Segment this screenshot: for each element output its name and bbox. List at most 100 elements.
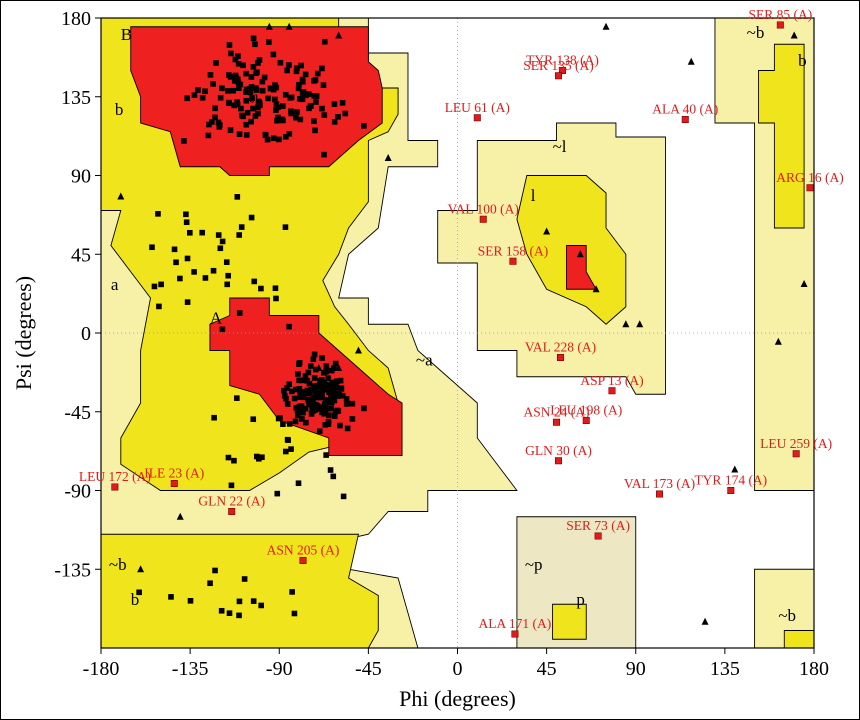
residue-point xyxy=(261,74,268,81)
residue-point xyxy=(325,405,332,412)
residue-point xyxy=(226,42,233,48)
residue-point xyxy=(306,389,313,396)
residue-point xyxy=(171,246,178,253)
outlier-point xyxy=(727,486,735,494)
residue-point xyxy=(291,610,298,617)
glycine-point xyxy=(176,512,184,520)
y-tick-label: 45 xyxy=(71,244,91,266)
residue-point xyxy=(314,70,321,77)
residue-point xyxy=(317,383,324,389)
residue-point xyxy=(319,65,325,72)
outlier-point xyxy=(594,532,602,540)
residue-point xyxy=(227,74,234,80)
residue-point xyxy=(344,425,351,432)
residue-point xyxy=(291,395,298,402)
glycine-point xyxy=(285,22,293,30)
residue-point xyxy=(248,214,255,221)
residue-point xyxy=(232,56,239,63)
residue-point xyxy=(231,78,238,84)
residue-point xyxy=(216,124,223,130)
outlier-label: SER 73 (A) xyxy=(566,518,630,533)
residue-point xyxy=(337,422,343,429)
residue-point xyxy=(236,598,243,605)
residue-point xyxy=(343,401,350,407)
residue-point xyxy=(281,393,288,399)
residue-point xyxy=(236,612,242,619)
residue-point xyxy=(218,607,225,614)
residue-point xyxy=(173,259,179,266)
y-tick-label: -45 xyxy=(64,402,91,424)
region-label: ~a xyxy=(416,350,433,369)
residue-point xyxy=(233,74,240,81)
residue-point xyxy=(298,62,304,69)
residue-point xyxy=(266,39,272,45)
residue-point xyxy=(257,102,263,109)
outlier-label: SER 135 (A) xyxy=(523,58,594,73)
residue-point xyxy=(312,127,318,134)
residue-point xyxy=(243,97,250,104)
residue-point xyxy=(273,107,279,113)
residue-point xyxy=(282,224,289,230)
outlier-point xyxy=(555,457,563,465)
glycine-point xyxy=(774,337,782,345)
outlier-point xyxy=(558,67,566,75)
residue-point xyxy=(195,87,201,93)
residue-point xyxy=(311,93,318,99)
glycine-point xyxy=(602,22,610,30)
residue-point xyxy=(272,285,279,292)
residue-point xyxy=(231,102,238,109)
residue-point xyxy=(236,131,243,138)
residue-point xyxy=(361,123,367,129)
residue-point xyxy=(273,295,279,302)
residue-point xyxy=(308,411,315,417)
region-label: ~b xyxy=(747,23,765,42)
residue-point xyxy=(302,373,309,379)
residue-point xyxy=(262,132,269,139)
residue-point xyxy=(253,70,259,77)
residue-point xyxy=(321,151,327,158)
outlier-point xyxy=(555,72,563,80)
residue-point xyxy=(331,397,338,404)
residue-point xyxy=(293,404,300,411)
residue-point xyxy=(321,112,328,118)
residue-point xyxy=(311,407,318,414)
residue-point xyxy=(156,303,162,310)
outlier-residues: SER 85 (A) TYR 138 (A)SER 135 (A) LEU 61 (… xyxy=(79,7,844,638)
residue-point xyxy=(295,85,302,92)
residue-point xyxy=(284,67,290,74)
residue-point xyxy=(312,401,319,408)
residue-point xyxy=(243,132,250,138)
residue-point xyxy=(255,98,262,105)
residue-point xyxy=(215,119,222,126)
residue-point xyxy=(250,64,257,70)
residue-point xyxy=(250,598,257,604)
residue-point xyxy=(270,51,277,58)
glycine-point xyxy=(701,617,709,625)
residue-point xyxy=(288,446,294,452)
residue-point xyxy=(328,405,335,411)
region-label: b xyxy=(115,100,124,119)
residue-point xyxy=(293,68,300,75)
residue-point xyxy=(322,407,329,413)
residue-point xyxy=(330,473,337,480)
outlier-point xyxy=(656,490,664,498)
residue-point xyxy=(270,135,277,142)
residue-point xyxy=(256,57,263,63)
residue-point xyxy=(281,387,287,394)
glycine-point xyxy=(315,364,323,371)
glycine-point xyxy=(622,320,630,328)
residue-point xyxy=(255,60,261,66)
residue-point xyxy=(301,391,307,398)
x-tick-label: -90 xyxy=(266,658,293,680)
glycine-point xyxy=(354,346,362,354)
residue-point xyxy=(215,232,222,238)
y-tick-label: 135 xyxy=(61,87,91,109)
residue-point xyxy=(295,412,301,419)
residue-point xyxy=(321,386,328,393)
residue-point xyxy=(136,589,142,596)
residue-point xyxy=(155,211,161,217)
residue-point xyxy=(240,62,246,69)
residue-point xyxy=(306,396,312,403)
residue-point xyxy=(207,580,213,587)
residue-point xyxy=(248,74,255,80)
